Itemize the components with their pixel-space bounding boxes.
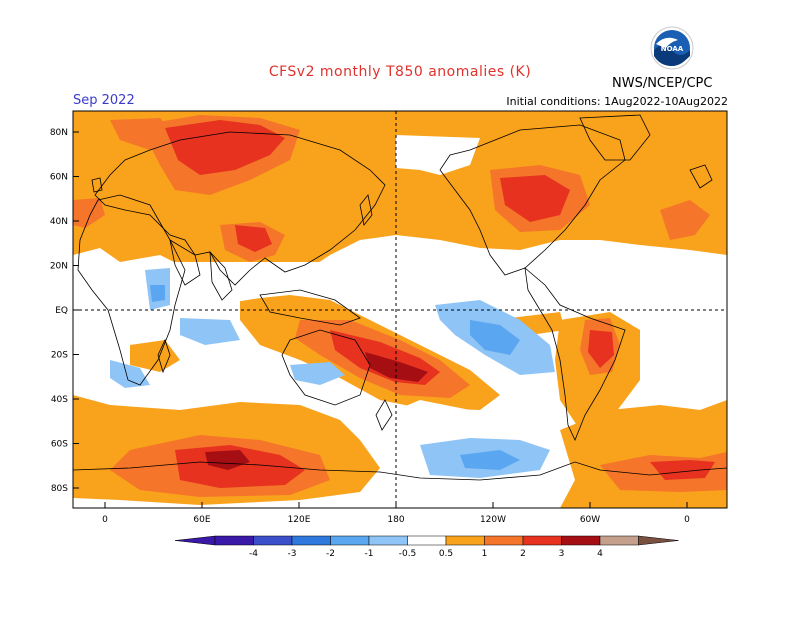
colorbar-swatch [253, 535, 293, 546]
anomaly-region [150, 285, 165, 302]
latitude-tick-label: EQ [55, 306, 68, 316]
colorbar-swatch [561, 535, 601, 546]
colorbar-tick-label: -0.5 [399, 549, 417, 559]
anomaly-region [110, 360, 150, 388]
coastline [281, 329, 371, 406]
anomaly-region [170, 355, 300, 400]
latitude-tick-label: 40S [51, 395, 68, 405]
colorbar-tick-label: 0.5 [439, 549, 453, 559]
coastline [91, 177, 103, 193]
colorbar-swatch [330, 535, 370, 546]
longitude-tick-label: 120W [480, 515, 506, 525]
latitude-axis: 80N 60N 40N 20N EQ 20S 40S 60S 80S [50, 128, 79, 494]
latitude-tick-label: 20S [51, 351, 68, 361]
colorbar-swatch [599, 535, 639, 546]
colorbar-tick-label: -3 [288, 549, 297, 559]
latitude-tick-label: 40N [50, 217, 68, 227]
colorbar-swatch [484, 535, 524, 546]
coastline [157, 338, 171, 374]
coastline [439, 124, 626, 276]
colorbar-tick-label: 3 [559, 549, 565, 559]
coastline [94, 131, 386, 286]
colorbar-swatch [445, 535, 485, 546]
colorbar-swatch [214, 535, 254, 546]
anomaly-region [396, 135, 480, 175]
anomaly-region [640, 320, 727, 405]
anomaly-region [73, 198, 105, 228]
colorbar-tick-label: 2 [520, 549, 526, 559]
colorbar-max-arrow [638, 535, 679, 546]
anomaly-region [110, 118, 175, 150]
longitude-tick-label: 180 [387, 515, 404, 525]
anomaly-region [470, 320, 520, 355]
longitude-tick-label: 0 [684, 515, 690, 525]
coastlines [73, 114, 727, 481]
anomaly-region [73, 302, 130, 385]
coastline [209, 250, 233, 301]
anomaly-region [500, 175, 570, 222]
noaa-logo: NOAA [650, 26, 694, 70]
latitude-tick-label: 60S [51, 440, 68, 450]
coastline [579, 114, 651, 161]
colorbar-swatch [368, 535, 408, 546]
latitude-tick-label: 80N [50, 128, 68, 138]
latitude-tick-label: 20N [50, 262, 68, 272]
colorbar-tick-label: 1 [482, 549, 488, 559]
coastline [524, 267, 626, 442]
colorbar-tick-label: -4 [249, 549, 258, 559]
logo-text: NOAA [661, 45, 684, 53]
colorbar-tick-label: 4 [597, 549, 603, 559]
map-title: CFSv2 monthly T850 anomalies (K) [268, 64, 532, 80]
latitude-tick-label: 60N [50, 173, 68, 183]
colorbar-tick-label: -2 [326, 549, 335, 559]
anomaly-region [365, 352, 428, 382]
coastline [375, 399, 393, 431]
initial-conditions: Initial conditions: 1Aug2022-10Aug2022 [506, 95, 728, 108]
longitude-tick-label: 120E [288, 515, 311, 525]
colorbar-swatch [407, 535, 447, 546]
colorbar: -4 -3 -2 -1 -0.5 0.5 1 2 3 4 [174, 535, 679, 559]
valid-month: Sep 2022 [73, 93, 135, 108]
longitude-axis: 0 60E 120E 180 120W 60W 0 [102, 502, 690, 525]
anomaly-shading [73, 111, 727, 508]
latitude-tick-label: 80S [51, 484, 68, 494]
longitude-tick-label: 0 [102, 515, 108, 525]
coastline [169, 239, 201, 286]
colorbar-min-arrow [174, 535, 216, 546]
anomaly-region [588, 330, 614, 368]
anomaly-region [235, 225, 272, 252]
anomaly-region [180, 318, 240, 345]
agency-label: NWS/NCEP/CPC [612, 76, 713, 91]
colorbar-tick-label: -1 [365, 549, 374, 559]
longitude-tick-label: 60E [193, 515, 210, 525]
coastline [259, 289, 361, 326]
map-panel [73, 111, 727, 508]
anomaly-region [73, 262, 727, 330]
colorbar-swatch [522, 535, 562, 546]
colorbar-swatch [291, 535, 331, 546]
coastline [359, 194, 373, 226]
longitude-tick-label: 60W [580, 515, 600, 525]
anomaly-region [165, 120, 285, 175]
anomaly-region [205, 450, 250, 470]
anomaly-region [650, 460, 715, 480]
coastline [689, 164, 713, 189]
anomaly-region [660, 200, 710, 240]
anomaly-region [290, 362, 345, 385]
anomaly-region [460, 450, 520, 470]
coastline [73, 461, 727, 481]
anomaly-region [73, 428, 200, 460]
